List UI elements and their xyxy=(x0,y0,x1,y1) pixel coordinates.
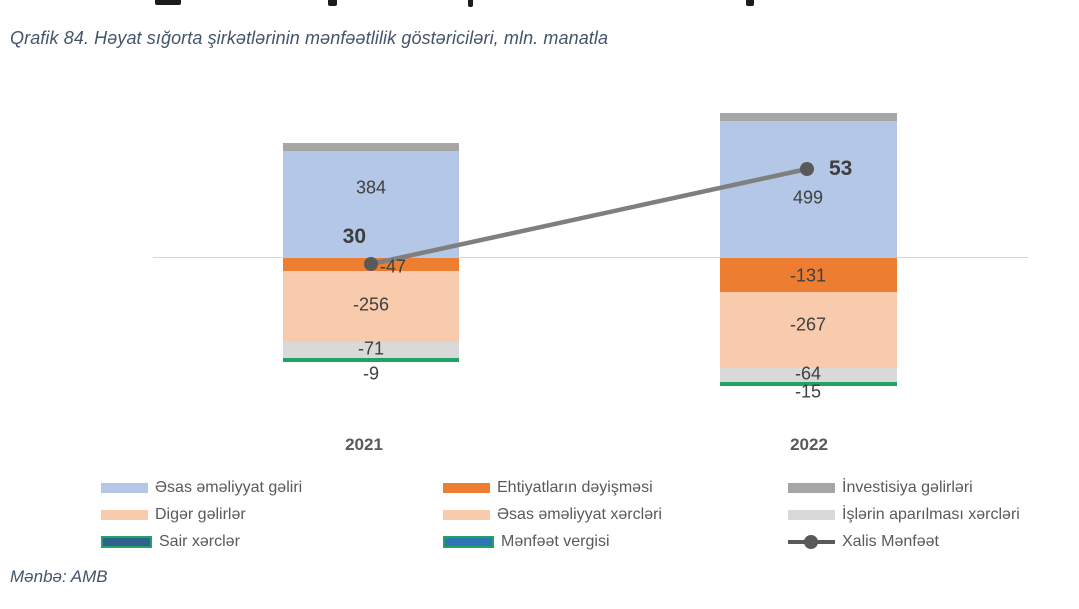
legend-column-1: Əsas əməliyyat gəliri Digər gəlirlər Sai… xyxy=(101,474,431,555)
legend-swatch-gray xyxy=(788,482,835,493)
clipped-text-fragment xyxy=(155,0,181,5)
segment-ehtiyatlarin-deyismesi xyxy=(283,258,459,271)
legend-item-menfeet-vergisi: Mənfəət vergisi xyxy=(443,528,773,555)
data-label: -15 xyxy=(794,381,822,402)
legend-swatch-light-gray xyxy=(788,509,835,520)
legend-swatch-peach xyxy=(443,509,490,520)
legend-swatch-orange xyxy=(443,482,490,493)
segment-esas-emeliyyat-xercleri xyxy=(720,292,897,368)
legend-item-esas-emeliyyat-xercleri: Əsas əməliyyat xərcləri xyxy=(443,501,773,528)
net-profit-label-2022: 53 xyxy=(829,157,853,180)
segment-islerin-aparilmasi-xercleri xyxy=(720,368,897,382)
clipped-text-fragment xyxy=(328,0,337,6)
legend-label: Sair xərclər xyxy=(159,532,240,550)
legend-swatch-light-blue xyxy=(101,482,148,493)
stacked-bar-2022 xyxy=(720,113,897,386)
legend-label: Xalis Mənfəət xyxy=(842,532,939,550)
data-label: -47 xyxy=(379,256,407,277)
segment-sair-xercler xyxy=(283,358,459,362)
segment-islerin-aparilmasi-xercleri xyxy=(283,342,459,358)
legend-label: Ehtiyatların dəyişməsi xyxy=(497,478,653,496)
legend-swatch-dark-blue-green-border xyxy=(101,535,152,548)
data-label: -131 xyxy=(789,265,827,286)
segment-esas-emeliyyat-xercleri xyxy=(283,271,459,342)
segment-esas-emeliyyat-geliri xyxy=(283,151,459,258)
data-label: -71 xyxy=(357,338,385,359)
legend-item-diger-gelirler: Digər gəlirlər xyxy=(101,501,431,528)
chart-title: Qrafik 84. Həyat sığorta şirkətlərinin m… xyxy=(10,28,609,48)
data-label: 499 xyxy=(792,187,824,208)
legend-swatch-peach xyxy=(101,509,148,520)
legend-column-3: İnvestisiya gəlirləri İşlərin aparılması… xyxy=(788,474,1079,555)
stacked-bar-2021 xyxy=(283,143,459,362)
legend-swatch-blue-green-border xyxy=(443,535,494,548)
data-label: 384 xyxy=(355,177,387,198)
legend-dot xyxy=(804,534,818,549)
legend-label: İşlərin aparılması xərcləri xyxy=(842,505,1020,523)
segment-investisiya-gelirleri xyxy=(283,143,459,151)
data-label: -64 xyxy=(794,363,822,384)
axis-label-2021: 2021 xyxy=(345,435,383,454)
legend-item-ehtiyatlarin-deyismesi: Ehtiyatların dəyişməsi xyxy=(443,474,773,501)
axis-label-2022: 2022 xyxy=(790,435,828,454)
legend-item-islerin-aparilmasi-xercleri: İşlərin aparılması xərcləri xyxy=(788,501,1079,528)
legend-label: Mənfəət vergisi xyxy=(501,532,610,550)
legend-label: Əsas əməliyyat xərcləri xyxy=(497,505,662,523)
data-label: -256 xyxy=(352,294,390,315)
data-label: -267 xyxy=(789,314,827,335)
legend-label: Digər gəlirlər xyxy=(155,505,246,523)
legend-item-esas-emeliyyat-geliri: Əsas əməliyyat gəliri xyxy=(101,474,431,501)
legend-item-investisiya-gelirleri: İnvestisiya gəlirləri xyxy=(788,474,1079,501)
legend-item-sair-xercler: Sair xərclər xyxy=(101,528,431,555)
data-label: -9 xyxy=(362,363,380,384)
net-profit-label-2021: 30 xyxy=(342,225,366,248)
clipped-text-fragment xyxy=(746,0,754,6)
segment-investisiya-gelirleri xyxy=(720,113,897,121)
source-note: Mənbə: AMB xyxy=(10,567,108,586)
legend-label: İnvestisiya gəlirləri xyxy=(842,478,973,496)
legend-column-2: Ehtiyatların dəyişməsi Əsas əməliyyat xə… xyxy=(443,474,773,555)
segment-sair-xercler xyxy=(720,382,897,386)
clipped-text-fragment xyxy=(468,0,473,7)
legend-label: Əsas əməliyyat gəliri xyxy=(155,478,303,496)
legend-line-marker-icon xyxy=(788,534,835,549)
legend-item-xalis-menfeet: Xalis Mənfəət xyxy=(788,528,1079,555)
